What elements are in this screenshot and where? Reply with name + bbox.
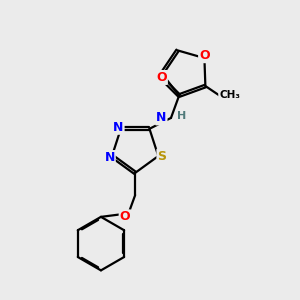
Text: O: O [120,210,130,224]
Text: N: N [113,121,124,134]
Text: N: N [156,111,166,124]
Text: O: O [199,49,210,62]
Text: N: N [104,151,115,164]
Text: H: H [177,111,186,122]
Text: O: O [156,71,167,84]
Text: S: S [158,149,166,163]
Text: CH₃: CH₃ [219,90,240,100]
